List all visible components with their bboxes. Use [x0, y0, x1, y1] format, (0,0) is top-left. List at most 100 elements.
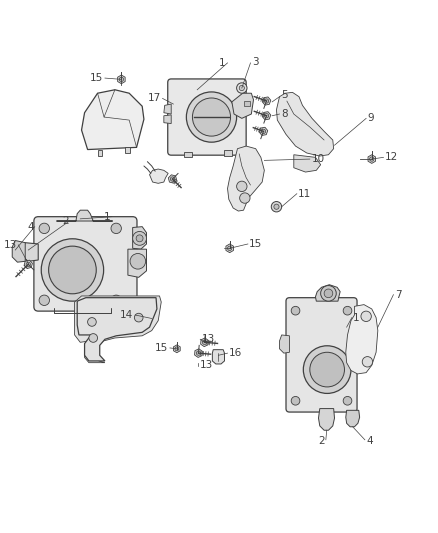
- Polygon shape: [367, 155, 374, 164]
- Circle shape: [186, 92, 236, 142]
- Polygon shape: [74, 296, 161, 362]
- Polygon shape: [132, 227, 146, 249]
- Circle shape: [134, 313, 143, 322]
- Circle shape: [236, 181, 247, 191]
- Polygon shape: [163, 104, 171, 114]
- Text: 11: 11: [297, 189, 311, 199]
- Circle shape: [196, 351, 200, 356]
- Text: 15: 15: [90, 73, 103, 83]
- Polygon shape: [124, 148, 130, 153]
- Polygon shape: [231, 93, 253, 118]
- Circle shape: [88, 318, 96, 326]
- Circle shape: [89, 334, 97, 342]
- Text: 15: 15: [155, 343, 168, 353]
- Polygon shape: [184, 152, 191, 157]
- Circle shape: [343, 306, 351, 315]
- Circle shape: [26, 262, 30, 266]
- Text: 13: 13: [201, 334, 214, 344]
- Text: 12: 12: [384, 152, 397, 163]
- Polygon shape: [173, 345, 180, 353]
- Polygon shape: [318, 409, 334, 430]
- Circle shape: [136, 235, 143, 242]
- FancyBboxPatch shape: [34, 217, 137, 311]
- Circle shape: [264, 99, 268, 103]
- Polygon shape: [224, 150, 231, 156]
- Polygon shape: [57, 210, 113, 221]
- Circle shape: [174, 347, 178, 351]
- Circle shape: [227, 246, 231, 251]
- Text: 13: 13: [199, 360, 212, 370]
- Polygon shape: [194, 349, 202, 358]
- Polygon shape: [226, 244, 233, 253]
- Circle shape: [323, 289, 332, 298]
- Circle shape: [273, 204, 279, 209]
- Circle shape: [236, 83, 247, 93]
- Circle shape: [239, 193, 250, 203]
- Circle shape: [111, 295, 121, 305]
- Text: 3: 3: [252, 57, 258, 67]
- Text: 17: 17: [148, 93, 161, 103]
- Circle shape: [369, 157, 373, 161]
- Text: 2: 2: [318, 435, 324, 446]
- Text: 1: 1: [352, 313, 359, 322]
- Polygon shape: [149, 169, 168, 183]
- Circle shape: [361, 357, 372, 367]
- Circle shape: [290, 306, 299, 315]
- Polygon shape: [77, 298, 156, 361]
- Polygon shape: [345, 410, 359, 427]
- Circle shape: [202, 340, 206, 344]
- Circle shape: [309, 352, 344, 387]
- Circle shape: [261, 129, 265, 133]
- Polygon shape: [261, 97, 270, 105]
- Text: 4: 4: [365, 435, 372, 446]
- Polygon shape: [345, 305, 377, 374]
- Polygon shape: [261, 112, 270, 120]
- Text: 10: 10: [311, 154, 325, 164]
- Text: 16: 16: [228, 348, 241, 358]
- Polygon shape: [127, 249, 146, 277]
- Circle shape: [192, 98, 230, 136]
- Circle shape: [39, 223, 49, 233]
- Circle shape: [264, 114, 268, 118]
- FancyBboxPatch shape: [285, 298, 356, 412]
- Circle shape: [303, 346, 350, 393]
- Polygon shape: [279, 335, 289, 353]
- Circle shape: [111, 223, 121, 233]
- Text: 1: 1: [104, 212, 110, 222]
- Circle shape: [170, 177, 174, 181]
- Circle shape: [239, 85, 244, 91]
- Circle shape: [130, 254, 145, 269]
- Polygon shape: [24, 260, 32, 269]
- Circle shape: [132, 231, 146, 245]
- Polygon shape: [212, 350, 224, 364]
- Circle shape: [320, 286, 336, 301]
- Text: 13: 13: [4, 240, 18, 250]
- Circle shape: [41, 239, 103, 301]
- Polygon shape: [293, 155, 320, 172]
- Polygon shape: [315, 285, 339, 301]
- FancyBboxPatch shape: [167, 79, 246, 155]
- Text: 8: 8: [280, 109, 287, 119]
- Text: 14: 14: [120, 310, 133, 320]
- Text: 1: 1: [218, 58, 225, 68]
- Text: 9: 9: [367, 114, 373, 123]
- Text: 7: 7: [394, 289, 401, 300]
- Polygon shape: [168, 175, 176, 183]
- Text: 15: 15: [249, 239, 262, 249]
- Circle shape: [49, 246, 96, 294]
- Polygon shape: [81, 90, 144, 150]
- Polygon shape: [243, 101, 250, 106]
- Polygon shape: [227, 146, 264, 211]
- Polygon shape: [12, 240, 25, 262]
- Circle shape: [290, 397, 299, 405]
- Polygon shape: [97, 150, 102, 156]
- Text: 4: 4: [27, 222, 34, 232]
- Circle shape: [39, 295, 49, 305]
- Text: 2: 2: [62, 216, 68, 226]
- Polygon shape: [258, 127, 267, 135]
- Polygon shape: [163, 115, 171, 124]
- Circle shape: [271, 201, 281, 212]
- Polygon shape: [200, 338, 208, 346]
- Polygon shape: [23, 243, 38, 261]
- Circle shape: [360, 311, 371, 321]
